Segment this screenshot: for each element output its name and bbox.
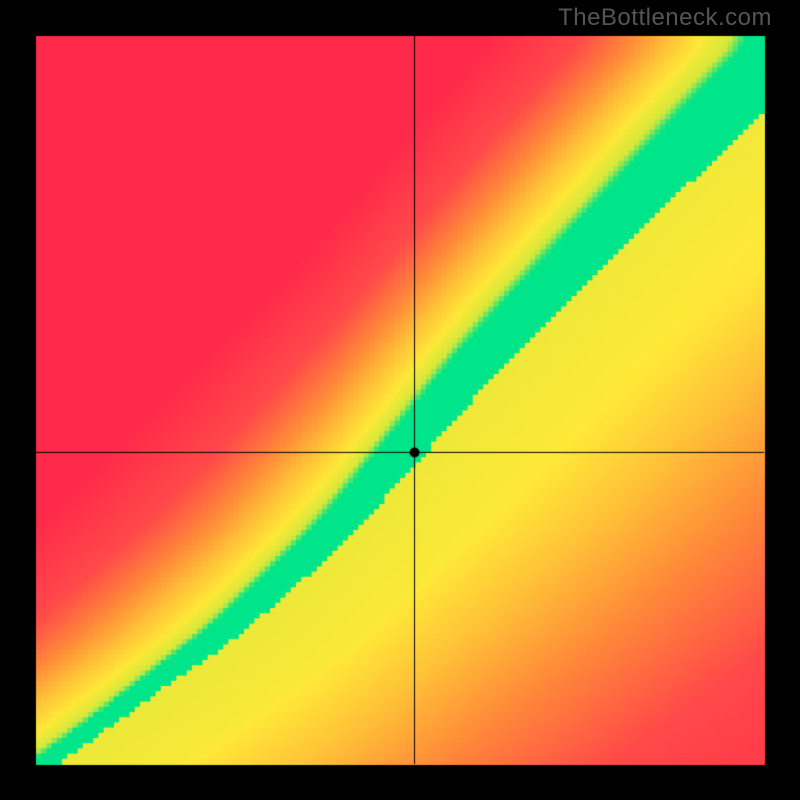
watermark-text: TheBottleneck.com	[558, 4, 772, 32]
bottleneck-heatmap	[0, 0, 800, 800]
